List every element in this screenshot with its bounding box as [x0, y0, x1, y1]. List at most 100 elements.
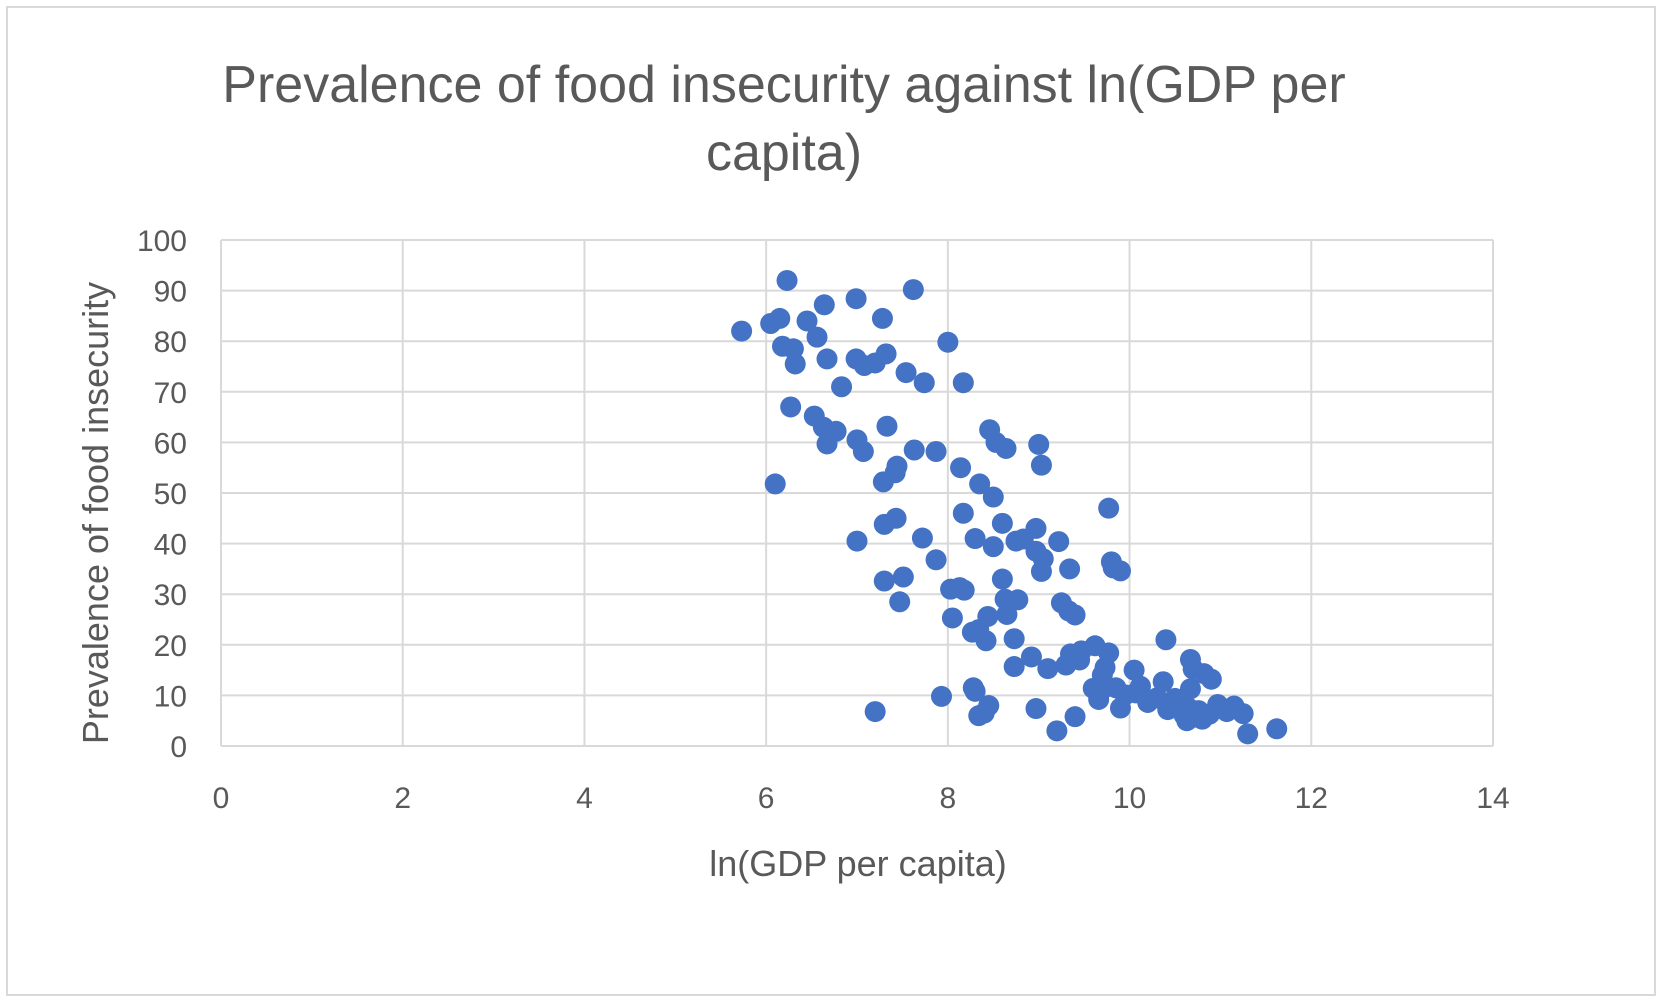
data-point [825, 420, 847, 442]
gridlines [220, 239, 1494, 747]
x-tick-label: 4 [576, 782, 593, 815]
chart-title-line-1: Prevalence of food insecurity against ln… [222, 56, 1345, 114]
data-point [930, 685, 952, 707]
data-point [977, 605, 999, 627]
data-point [816, 348, 838, 370]
data-point [902, 279, 924, 301]
data-point [1129, 675, 1151, 697]
chart-title-line-2: capita) [706, 124, 862, 182]
data-point [953, 579, 975, 601]
data-point [1123, 659, 1145, 681]
data-point [991, 512, 1013, 534]
data-point [978, 695, 1000, 717]
data-point [913, 372, 935, 394]
data-point [925, 549, 947, 571]
data-point [950, 457, 972, 479]
data-point [1028, 433, 1050, 455]
data-point [1020, 646, 1042, 668]
data-point [1037, 658, 1059, 680]
x-tick-label: 12 [1295, 782, 1328, 815]
data-point [1098, 497, 1120, 519]
data-point [892, 566, 914, 588]
data-point [1003, 628, 1025, 650]
data-point [937, 331, 959, 353]
data-point [964, 680, 986, 702]
data-point [1109, 560, 1131, 582]
y-tick-label: 80 [154, 326, 187, 359]
data-point [886, 455, 908, 477]
data-point [1025, 698, 1047, 720]
data-point [991, 568, 1013, 590]
y-tick-label: 40 [154, 529, 187, 562]
data-point [875, 343, 897, 365]
data-point [806, 326, 828, 348]
y-tick-label: 30 [154, 579, 187, 612]
data-point [1152, 671, 1174, 693]
data-point [780, 396, 802, 418]
data-point [885, 507, 907, 529]
y-tick-label: 50 [154, 478, 187, 511]
data-point [864, 701, 886, 723]
data-points [731, 269, 1288, 745]
y-tick-label: 10 [154, 680, 187, 713]
data-point [1064, 706, 1086, 728]
data-point [969, 473, 991, 495]
data-point [1155, 629, 1177, 651]
data-point [845, 288, 867, 310]
data-point [764, 473, 786, 495]
x-tick-label: 10 [1113, 782, 1146, 815]
y-tick-label: 20 [154, 630, 187, 663]
data-point [1232, 703, 1254, 725]
x-tick-label: 14 [1476, 782, 1509, 815]
scatter-chart: Prevalence of food insecurity against ln… [75, 56, 1510, 884]
x-tick-label: 2 [394, 782, 411, 815]
data-point [995, 437, 1017, 459]
x-tick-label: 0 [213, 782, 230, 815]
data-point [911, 527, 933, 549]
data-point [952, 502, 974, 524]
data-point [889, 591, 911, 613]
data-point [903, 439, 925, 461]
x-tick-label: 8 [940, 782, 957, 815]
data-point [925, 441, 947, 463]
data-point [964, 528, 986, 550]
data-point [1025, 517, 1047, 539]
data-point [1048, 531, 1070, 553]
data-point [1046, 720, 1068, 742]
y-tick-label: 0 [170, 731, 187, 764]
data-point [1098, 642, 1120, 664]
data-point [941, 607, 963, 629]
data-point [872, 471, 894, 493]
data-point [982, 536, 1004, 558]
data-point [1064, 604, 1086, 626]
data-point [871, 307, 893, 329]
y-axis-tick-labels: 0 10 20 30 40 50 60 70 80 90 100 [137, 225, 187, 764]
data-point [731, 320, 753, 342]
data-point [776, 269, 798, 291]
data-point [796, 310, 818, 332]
data-point [784, 353, 806, 375]
y-tick-label: 60 [154, 427, 187, 460]
x-tick-label: 6 [758, 782, 775, 815]
data-point [813, 294, 835, 316]
data-point [996, 603, 1018, 625]
data-point [1059, 558, 1081, 580]
data-point [1007, 589, 1029, 611]
data-point [846, 530, 868, 552]
data-point [1179, 678, 1201, 700]
data-point [769, 307, 791, 329]
data-point [952, 372, 974, 394]
data-point [852, 441, 874, 463]
data-point [873, 570, 895, 592]
data-point [975, 630, 997, 652]
data-point [831, 376, 853, 398]
data-point [982, 486, 1004, 508]
y-axis-title: Prevalence of food insecurity [75, 282, 116, 744]
y-tick-label: 100 [137, 225, 187, 258]
data-point [782, 338, 804, 360]
x-axis-title: ln(GDP per capita) [709, 843, 1006, 884]
data-point [1003, 656, 1025, 678]
y-tick-label: 70 [154, 377, 187, 410]
data-point [1030, 560, 1052, 582]
data-point [876, 415, 898, 437]
